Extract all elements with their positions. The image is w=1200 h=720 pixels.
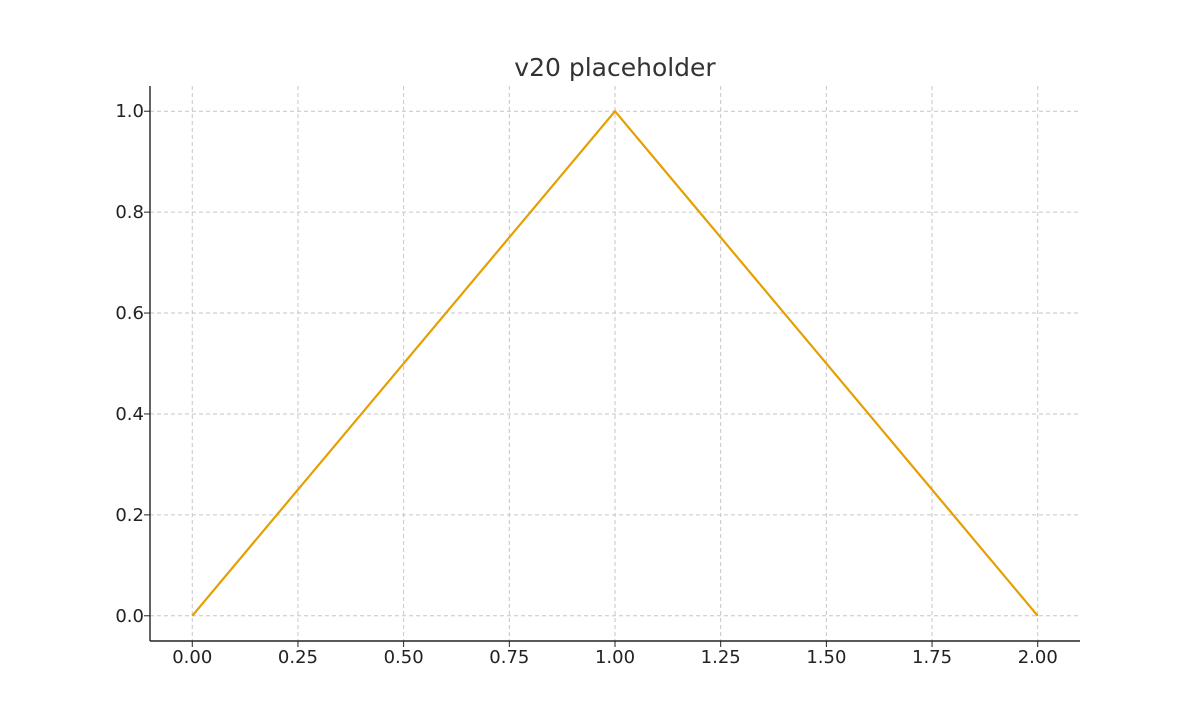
x-axis-ticks: 0.00 0.25 0.50 0.75 1.00 1.25 1.50 1.75 2.00 [172, 641, 1058, 668]
x-tick-label: 1.75 [912, 647, 952, 668]
y-tick-label: 0.6 [115, 303, 144, 324]
y-tick-label: 0.0 [115, 606, 144, 627]
x-tick-label: 1.00 [595, 647, 635, 668]
x-tick-label: 0.00 [172, 647, 212, 668]
x-tick-label: 2.00 [1018, 647, 1058, 668]
x-tick-label: 1.50 [806, 647, 846, 668]
y-tick-label: 0.4 [115, 404, 144, 425]
y-tick-label: 0.8 [115, 202, 144, 223]
y-axis-ticks: 0.0 0.2 0.4 0.6 0.8 1.0 [115, 101, 150, 627]
x-tick-label: 0.75 [489, 647, 529, 668]
x-tick-label: 0.50 [384, 647, 424, 668]
y-tick-label: 0.2 [115, 505, 144, 526]
chart-title: v20 placeholder [514, 53, 716, 82]
x-tick-label: 1.25 [701, 647, 741, 668]
x-tick-label: 0.25 [278, 647, 318, 668]
y-tick-label: 1.0 [115, 101, 144, 122]
series-layer [191, 109, 1039, 617]
